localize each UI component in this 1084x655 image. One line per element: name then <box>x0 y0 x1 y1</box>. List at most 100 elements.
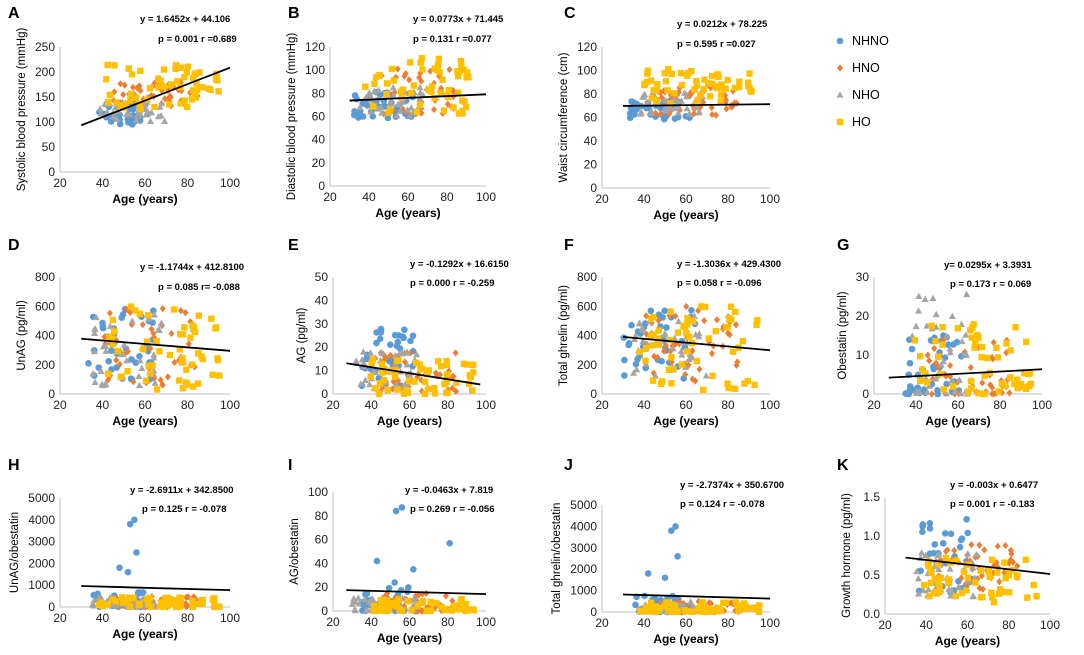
point-nhno <box>629 98 637 106</box>
x-tick-label: 80 <box>440 190 454 204</box>
point-ho <box>147 370 154 377</box>
point-nho <box>951 387 959 395</box>
point-ho <box>193 79 200 87</box>
point-ho <box>214 77 221 84</box>
point-ho <box>390 600 397 607</box>
regression-equation: y = 0.0773x + 71.445 <box>413 14 504 25</box>
point-ho <box>434 61 442 69</box>
point-ho <box>395 596 402 604</box>
point-ho <box>384 386 391 394</box>
point-ho <box>978 353 985 361</box>
point-ho <box>964 574 972 581</box>
point-ho <box>181 97 188 104</box>
regression-equation: y = -0.003x + 0.6477 <box>950 480 1038 491</box>
regression-stats: p = 0.595 r =0.027 <box>677 39 756 50</box>
point-hno <box>401 72 408 80</box>
x-tick-label: 100 <box>476 190 496 204</box>
point-nho <box>97 367 105 375</box>
point-ho <box>924 379 931 386</box>
point-ho <box>214 356 222 364</box>
y-tick-label: 800 <box>35 270 55 284</box>
point-ho <box>146 85 154 92</box>
point-ho <box>967 327 974 334</box>
point-ho <box>652 603 659 610</box>
point-hno <box>389 385 396 393</box>
panel-h: Hy = -2.6911x + 342.8500 p = 0.125 r = -0… <box>8 457 240 641</box>
point-ho <box>710 608 718 615</box>
point-nho <box>914 575 922 582</box>
x-tick-label: 80 <box>181 176 195 190</box>
point-nho <box>683 104 691 112</box>
point-ho <box>972 579 979 586</box>
point-ho <box>164 602 171 610</box>
panel-f: Fy = -1.3036x + 429.4300 p = 0.058 r = -0… <box>558 237 781 428</box>
point-hno <box>157 376 164 384</box>
trend-line <box>80 66 231 127</box>
point-ho <box>177 595 185 602</box>
point-ho <box>178 358 186 366</box>
point-ho <box>172 62 180 69</box>
point-ho <box>671 602 679 610</box>
point-ho <box>216 603 223 610</box>
point-ho <box>722 599 729 607</box>
point-ho <box>132 307 139 314</box>
point-ho <box>642 357 649 364</box>
point-ho <box>181 324 188 331</box>
point-hno <box>733 361 740 369</box>
point-hno <box>111 88 118 96</box>
y-tick-label: 30 <box>315 317 329 331</box>
point-hno <box>452 387 459 395</box>
point-hno <box>654 353 661 361</box>
y-tick-label: 50 <box>315 270 329 284</box>
point-ho <box>370 607 378 615</box>
point-ho <box>395 357 402 364</box>
point-ho <box>654 80 661 88</box>
point-ho <box>385 109 392 116</box>
point-ho <box>398 607 406 614</box>
point-ho <box>145 312 152 319</box>
panel-letter: J <box>564 457 573 474</box>
point-nho <box>118 350 126 358</box>
x-axis-label: Age (years) <box>653 632 718 646</box>
point-ho <box>700 386 707 394</box>
point-ho <box>183 68 190 76</box>
point-nho <box>413 350 421 358</box>
point-hno <box>185 593 192 601</box>
point-nho <box>135 381 143 389</box>
scatter-points <box>902 290 1035 398</box>
x-tick-label: 100 <box>220 176 240 190</box>
y-tick-label: 0 <box>48 600 55 614</box>
point-ho <box>726 315 733 322</box>
scatter-points <box>352 325 477 398</box>
point-ho <box>734 602 741 609</box>
point-ho <box>664 87 671 94</box>
point-nhno <box>943 380 950 388</box>
point-ho <box>165 101 173 108</box>
x-tick-label: 100 <box>1032 398 1052 412</box>
point-ho <box>935 580 942 587</box>
point-nhno <box>401 326 408 334</box>
point-nho <box>367 93 375 100</box>
point-nhno <box>919 528 926 536</box>
point-ho <box>194 350 202 357</box>
point-ho <box>718 81 725 88</box>
y-tick-label: 1.5 <box>863 490 880 504</box>
point-nho <box>364 606 372 614</box>
point-hno <box>966 557 973 565</box>
point-ho <box>189 383 197 390</box>
point-hno <box>651 352 658 360</box>
point-ho <box>1014 376 1021 384</box>
point-ho <box>1007 347 1014 354</box>
point-ho <box>170 306 178 313</box>
scatter-points <box>350 55 472 122</box>
point-nho <box>675 317 683 325</box>
point-nhno <box>394 338 402 346</box>
x-tick-label: 100 <box>476 398 496 412</box>
x-tick-label: 80 <box>181 611 195 625</box>
point-hno <box>685 361 692 369</box>
regression-stats: p = 0.058 r = -0.096 <box>677 278 762 289</box>
point-nho <box>638 324 646 331</box>
y-tick-label: 1000 <box>570 584 597 598</box>
point-ho <box>155 84 162 91</box>
point-ho <box>453 379 460 386</box>
